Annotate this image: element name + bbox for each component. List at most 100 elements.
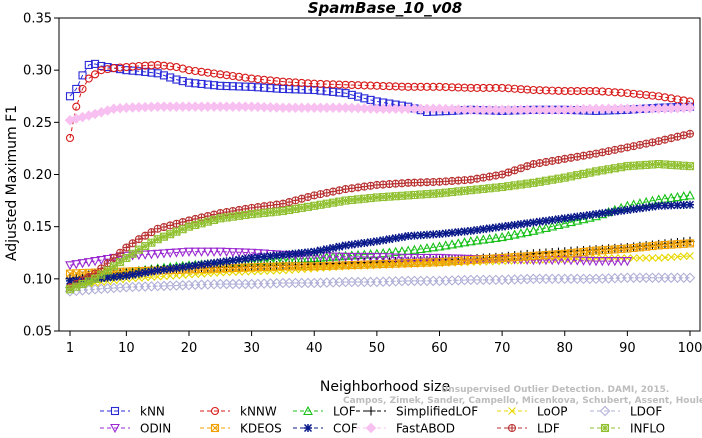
data-point — [65, 133, 75, 143]
data-point — [153, 69, 162, 78]
data-point — [328, 80, 338, 89]
data-point — [365, 252, 376, 263]
data-point — [83, 258, 94, 268]
data-point — [372, 237, 381, 246]
data-point — [228, 256, 237, 265]
data-point — [103, 273, 112, 282]
data-point — [335, 242, 344, 251]
data-point — [529, 85, 538, 95]
legend-item-loop: LoOP — [497, 405, 568, 419]
data-point — [247, 253, 256, 262]
data-point — [102, 254, 113, 265]
data-point — [447, 239, 457, 249]
data-point — [90, 257, 100, 267]
data-point — [191, 261, 200, 270]
data-point — [460, 186, 469, 195]
x-axis-label: Neighborhood size — [320, 379, 450, 395]
data-point — [241, 254, 250, 263]
data-point — [116, 63, 125, 72]
data-point — [535, 86, 544, 95]
legend-item-fastabod: FastABOD — [356, 422, 455, 436]
data-point — [196, 247, 207, 257]
data-point — [572, 215, 583, 225]
data-point — [522, 226, 533, 237]
data-point — [141, 61, 150, 70]
data-point — [404, 232, 413, 241]
data-point — [272, 76, 281, 86]
data-point — [559, 256, 570, 266]
legend-label: SimplifiedLOF — [396, 405, 478, 419]
data-point — [454, 83, 463, 92]
data-point — [366, 81, 375, 90]
data-point — [141, 231, 150, 240]
data-point — [341, 80, 350, 89]
data-point — [598, 209, 607, 218]
data-point — [485, 172, 494, 181]
data-point — [566, 86, 576, 96]
data-point — [479, 173, 488, 182]
legend-label: COF — [333, 422, 358, 435]
data-point — [141, 268, 150, 277]
data-point — [479, 225, 488, 234]
series-cof — [65, 200, 695, 285]
data-point — [672, 191, 683, 202]
data-point — [191, 220, 200, 230]
legend-marker-icon — [303, 405, 313, 416]
data-point — [128, 249, 137, 258]
data-point — [478, 234, 489, 244]
data-point — [403, 253, 414, 264]
data-point — [409, 244, 420, 254]
data-point — [372, 81, 381, 90]
data-point — [285, 250, 294, 259]
data-point — [354, 81, 363, 90]
data-point — [548, 175, 557, 184]
data-point — [422, 82, 432, 91]
data-point — [235, 211, 244, 220]
data-point — [391, 82, 400, 91]
data-point — [91, 59, 100, 68]
data-point — [667, 201, 676, 210]
data-point — [435, 82, 444, 91]
data-point — [541, 176, 551, 185]
data-point — [328, 198, 338, 207]
data-point — [147, 61, 156, 70]
data-point — [498, 222, 507, 231]
data-point — [548, 215, 557, 225]
data-point — [409, 253, 420, 264]
data-point — [184, 66, 194, 75]
data-point — [97, 66, 106, 75]
data-point — [642, 139, 651, 148]
data-point — [541, 216, 550, 225]
legend-item-inflo: INFLO — [590, 422, 665, 436]
data-point — [560, 154, 569, 163]
data-point — [404, 82, 413, 91]
data-point — [216, 214, 225, 223]
data-point — [190, 247, 201, 257]
data-point — [266, 76, 275, 85]
data-point — [310, 79, 319, 88]
data-point — [246, 248, 257, 258]
data-point — [172, 263, 181, 273]
data-point — [316, 200, 325, 209]
data-point — [77, 259, 88, 269]
series-line — [69, 277, 690, 292]
data-point — [240, 248, 251, 258]
data-point — [278, 250, 287, 259]
data-point — [523, 219, 532, 228]
x-tick-label: 90 — [619, 341, 636, 356]
data-point — [241, 82, 250, 91]
data-point — [466, 83, 475, 92]
data-point — [252, 249, 263, 259]
data-point — [328, 187, 338, 196]
data-point — [654, 254, 663, 262]
legend-label: kNN — [140, 405, 165, 419]
data-point — [479, 184, 488, 193]
legend-item-lof: LOF — [293, 405, 356, 419]
data-point — [322, 188, 331, 197]
data-point — [466, 175, 475, 184]
data-point — [171, 248, 182, 258]
data-point — [473, 174, 482, 183]
legend-label: LDF — [537, 422, 560, 435]
data-point — [592, 167, 601, 176]
data-point — [579, 86, 588, 96]
